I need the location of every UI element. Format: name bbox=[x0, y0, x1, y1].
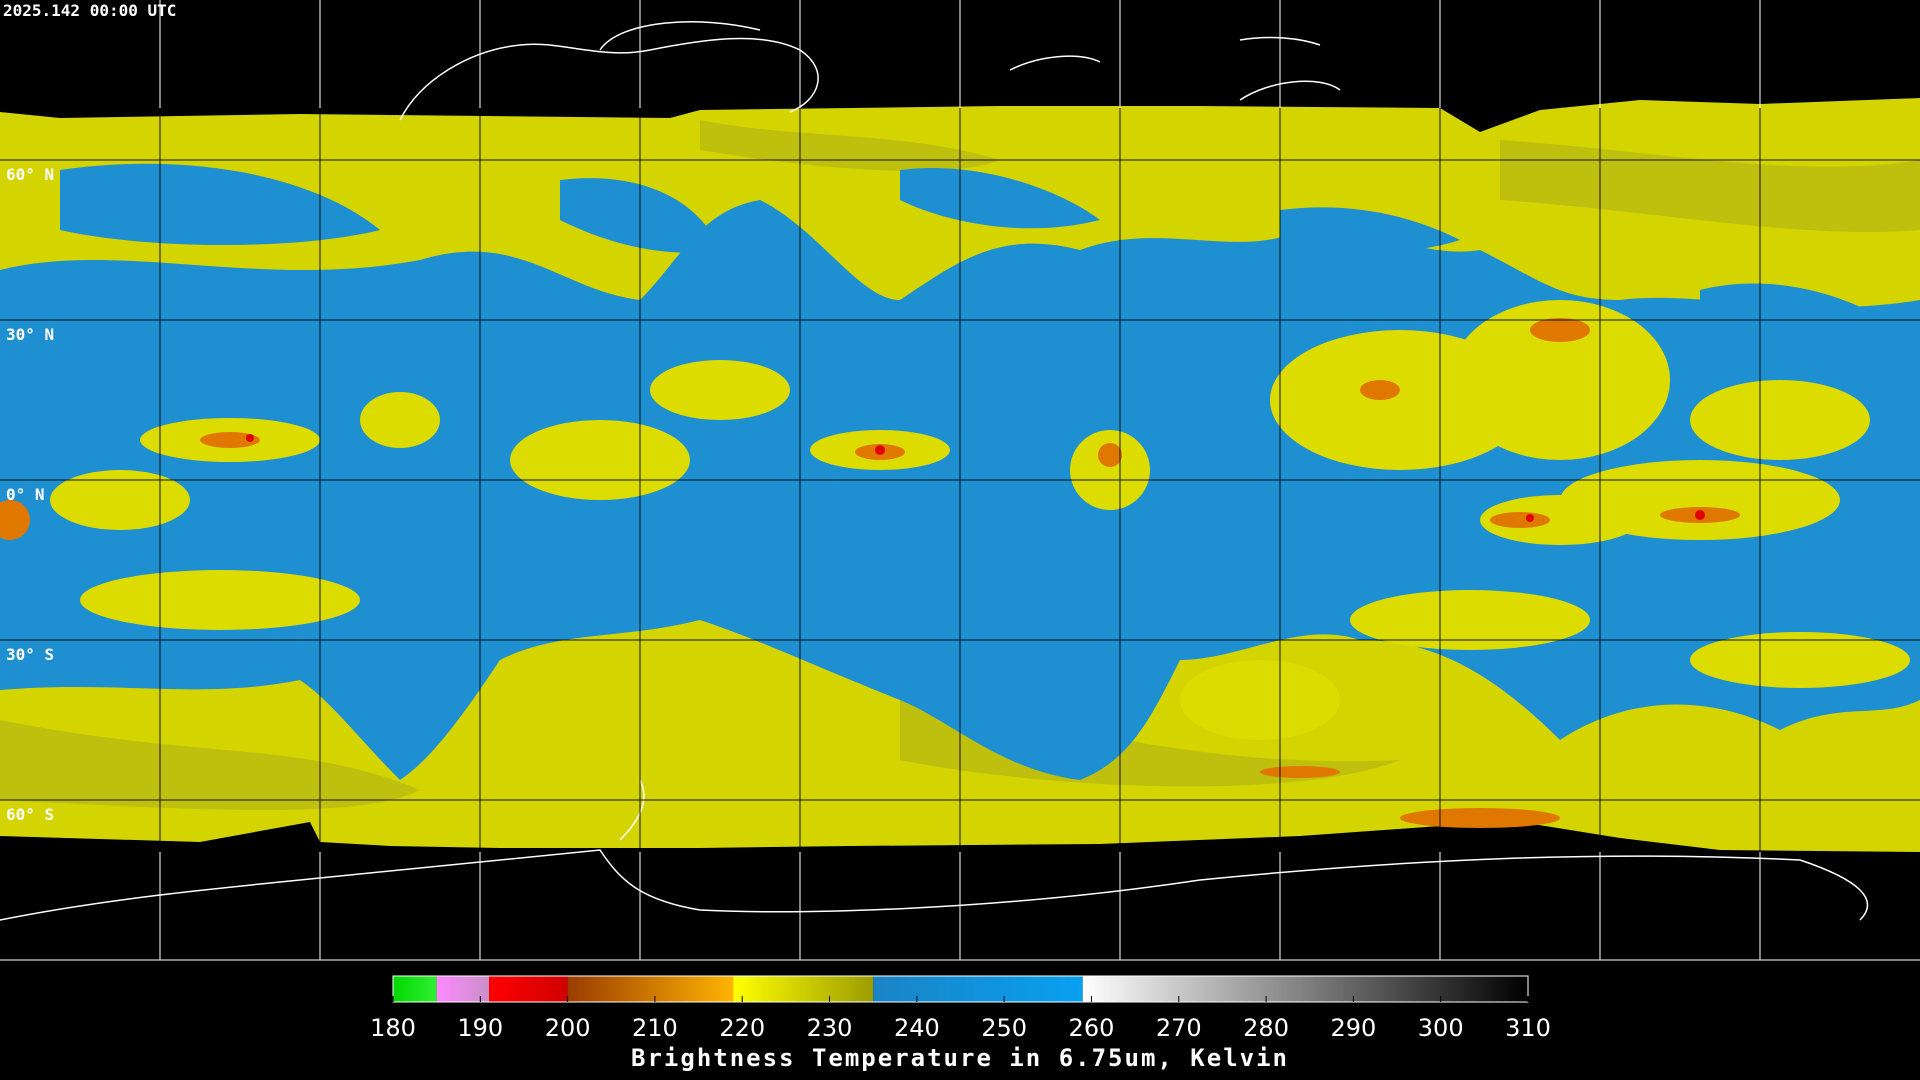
colorbar: 180 190 200 210 220 230 240 250 260 270 280 290 300 3… bbox=[370, 975, 1551, 1042]
graticule bbox=[0, 108, 1920, 852]
colorbar-title: Brightness Temperature in 6.75um, Kelvin bbox=[631, 1044, 1289, 1072]
colorbar-frame bbox=[392, 975, 1529, 1003]
colorbar-tick-label: 250 bbox=[981, 1014, 1027, 1042]
lat-label: 0° N bbox=[6, 485, 45, 504]
colorbar-segment bbox=[393, 976, 437, 1002]
lat-label: 60° N bbox=[6, 165, 54, 184]
colorbar-tick-label: 240 bbox=[894, 1014, 940, 1042]
colorbar-tick-label: 310 bbox=[1505, 1014, 1551, 1042]
colorbar-tick-label: 200 bbox=[545, 1014, 591, 1042]
dry-patch bbox=[60, 163, 1900, 339]
lat-label: 60° S bbox=[6, 805, 54, 824]
colorbar-segment bbox=[489, 976, 568, 1002]
colorbar-segment bbox=[733, 976, 874, 1002]
coastlines bbox=[0, 21, 1869, 921]
colorbar-tick-label: 260 bbox=[1069, 1014, 1115, 1042]
colorbar-segment bbox=[1082, 976, 1528, 1002]
colorbar-tick-label: 220 bbox=[719, 1014, 765, 1042]
convection bbox=[50, 300, 1910, 740]
colorbar-tick-label: 290 bbox=[1330, 1014, 1376, 1042]
cloud-texture bbox=[0, 120, 1920, 810]
lat-label: 30° S bbox=[6, 645, 54, 664]
colorbar-segment bbox=[436, 976, 490, 1002]
colorbar-tick-label: 300 bbox=[1418, 1014, 1464, 1042]
colorbar-tick-label: 180 bbox=[370, 1014, 416, 1042]
cold-tops bbox=[246, 434, 1705, 522]
colorbar-tick-label: 230 bbox=[807, 1014, 853, 1042]
colorbar-segment bbox=[567, 976, 734, 1002]
colorbar-tick-label: 210 bbox=[632, 1014, 678, 1042]
colorbar-tick-label: 190 bbox=[457, 1014, 503, 1042]
graticule-outer bbox=[0, 0, 1920, 961]
colorbar-segment bbox=[873, 976, 1083, 1002]
timestamp: 2025.142 00:00 UTC bbox=[3, 1, 176, 20]
colorbar-tick-label: 280 bbox=[1243, 1014, 1289, 1042]
colorbar-tick-label: 270 bbox=[1156, 1014, 1202, 1042]
lat-labels: 60° N 30° N 0° N 30° S 60° S bbox=[6, 165, 54, 824]
lat-label: 30° N bbox=[6, 325, 54, 344]
